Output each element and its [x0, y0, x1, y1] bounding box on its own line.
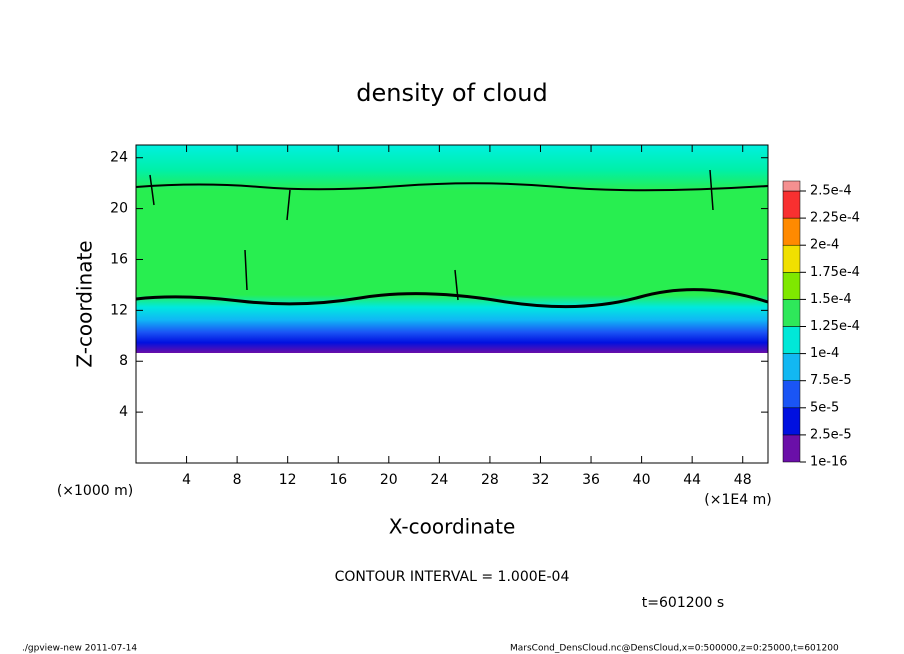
x-axis-label: X-coordinate: [389, 515, 516, 539]
y-axis-label: Z-coordinate: [73, 240, 97, 367]
x-tick-label: 24: [430, 472, 448, 488]
colorbar-swatch: [782, 272, 801, 300]
colorbar-label: 7.5e-5: [810, 373, 852, 388]
colorbar-swatch: [782, 353, 801, 381]
y-tick-label: 24: [110, 150, 128, 166]
colorbar-swatch: [782, 380, 801, 409]
colorbar-label: 1.75e-4: [810, 265, 860, 280]
colorbar-label: 1.25e-4: [810, 319, 860, 334]
y-tick-label: 20: [110, 201, 128, 217]
y-tick-label: 12: [110, 302, 128, 318]
y-tick-label: 16: [110, 251, 128, 267]
colorbar-label: 1e-16: [810, 455, 848, 470]
colorbar-swatch: [782, 326, 801, 354]
colorbar-swatch: [782, 244, 801, 273]
x-tick-label: 20: [380, 472, 398, 488]
colorbar-swatch: [782, 434, 801, 463]
x-tick-label: 36: [582, 472, 600, 488]
colorbar-swatch: [782, 190, 801, 219]
colorbar-swatch: [782, 180, 801, 192]
colorbar-label: 2e-4: [810, 238, 839, 253]
colorbar-swatch: [782, 407, 801, 436]
colorbar-label: 1e-4: [810, 346, 839, 361]
x-tick-label: 32: [532, 472, 550, 488]
cloud-field: [135, 145, 769, 353]
colorbar-swatch: [782, 299, 801, 327]
x-tick-label: 48: [734, 472, 752, 488]
footer-right: MarsCond_DensCloud.nc@DensCloud,x=0:5000…: [510, 644, 839, 654]
x-tick-label: 28: [481, 472, 499, 488]
footer-left: ./gpview-new 2011-07-14: [22, 644, 137, 654]
x-tick-label: 8: [233, 472, 242, 488]
plot-frame: [135, 144, 769, 464]
x-tick-label: 12: [279, 472, 297, 488]
y-tick-label: 8: [119, 353, 128, 369]
colorbar-label: 2.5e-5: [810, 427, 852, 442]
y-unit: (×1000 m): [57, 483, 133, 499]
colorbar-label: 1.5e-4: [810, 292, 852, 307]
x-tick-label: 44: [683, 472, 701, 488]
x-tick-label: 4: [182, 472, 191, 488]
y-tick-label: 4: [119, 404, 128, 420]
x-tick-label: 16: [329, 472, 347, 488]
time-label: t=601200 s: [642, 595, 724, 611]
colorbar-swatch: [782, 217, 801, 246]
x-tick-label: 40: [633, 472, 651, 488]
colorbar-label: 2.5e-4: [810, 184, 852, 199]
colorbar-label: 5e-5: [810, 400, 839, 415]
colorbar-label: 2.25e-4: [810, 211, 860, 226]
x-unit: (×1E4 m): [704, 492, 771, 508]
chart-title: density of cloud: [356, 79, 547, 107]
contour-interval: CONTOUR INTERVAL = 1.000E-04: [335, 569, 570, 585]
